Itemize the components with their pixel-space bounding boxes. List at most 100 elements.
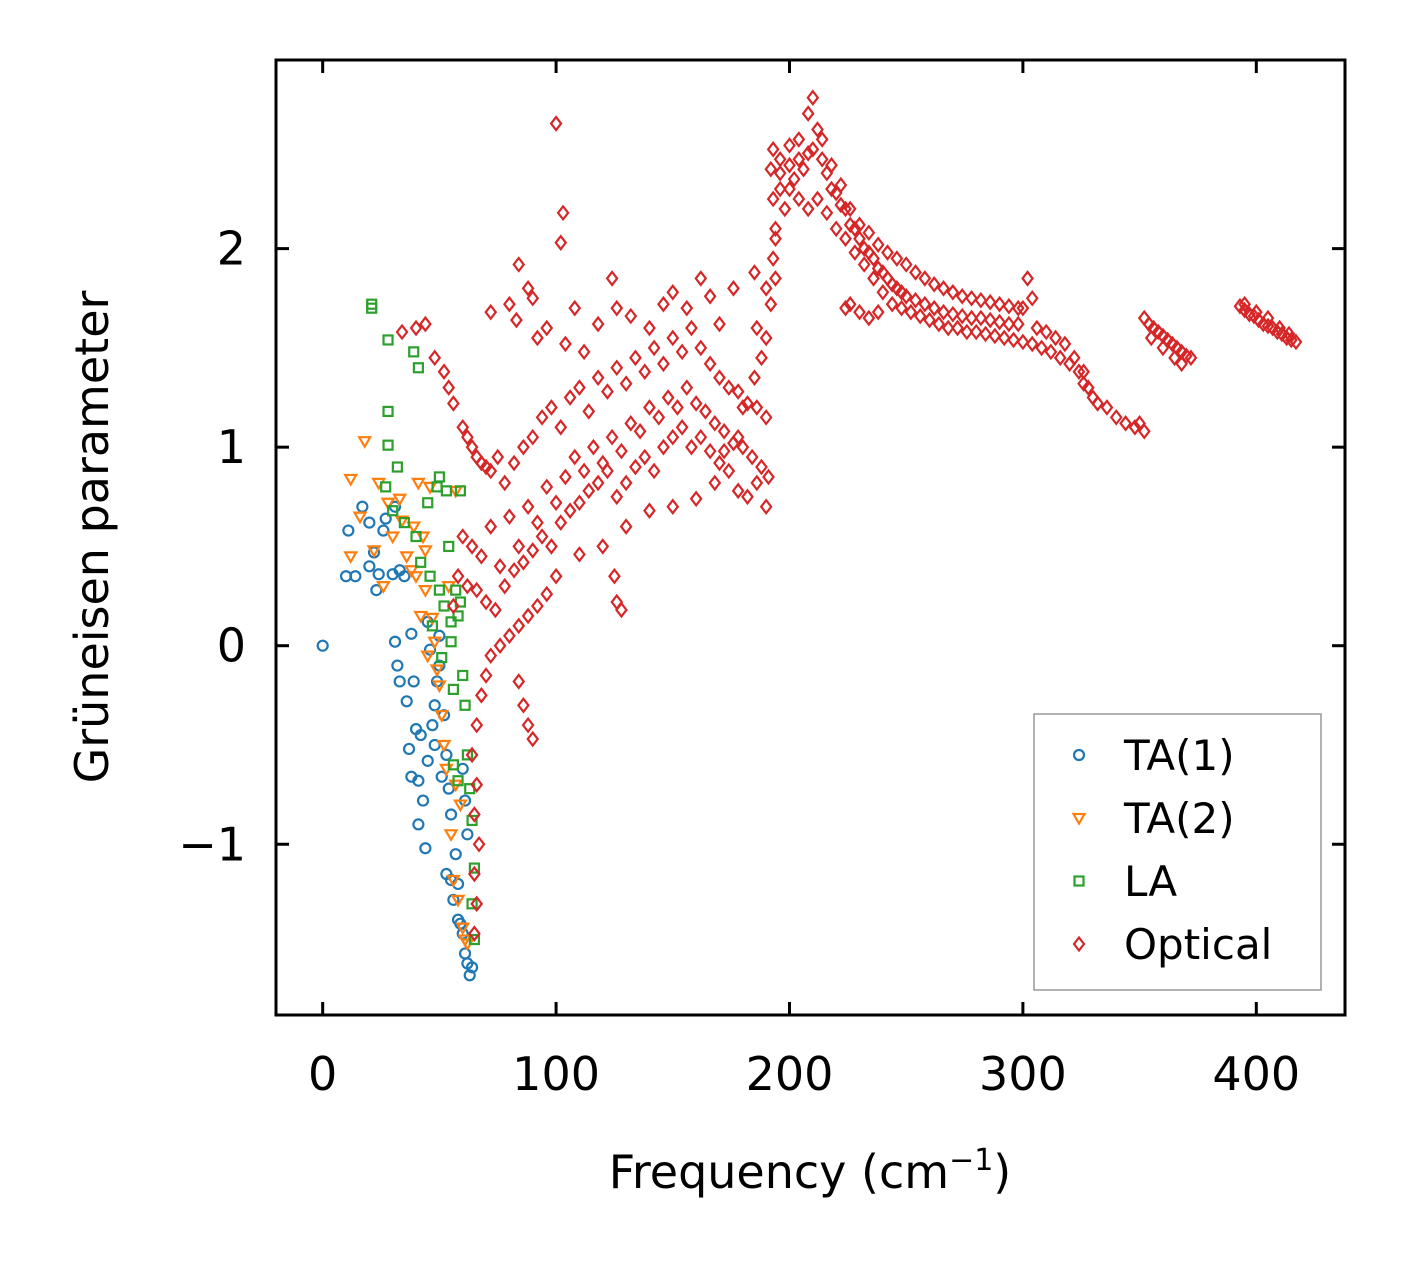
point-optical — [843, 200, 857, 218]
point-optical — [951, 319, 964, 337]
point-optical — [675, 419, 689, 436]
point-optical — [624, 415, 638, 432]
point-optical — [1249, 303, 1263, 321]
point-optical — [484, 462, 498, 480]
point-optical — [1184, 349, 1198, 367]
point-optical — [610, 359, 624, 377]
point-optical — [1289, 333, 1303, 351]
y-tick-label: 1 — [217, 420, 246, 474]
point-ta-1 — [372, 568, 385, 581]
point-la — [450, 584, 462, 596]
point-optical — [955, 287, 969, 305]
point-ta-1 — [393, 675, 406, 688]
point-ta-2 — [452, 799, 468, 813]
x-tick-label: 100 — [512, 1047, 600, 1101]
point-ta-1 — [426, 719, 439, 732]
point-optical — [792, 190, 806, 208]
point-optical — [540, 478, 554, 496]
legend-marker-optical — [1072, 935, 1086, 953]
point-optical — [1025, 335, 1039, 353]
legend-marker-la — [1073, 875, 1085, 887]
point-optical — [573, 494, 586, 512]
point-ta-2 — [445, 874, 461, 888]
point-la — [461, 749, 473, 761]
point-optical — [820, 204, 834, 222]
point-optical — [568, 299, 582, 317]
point-optical — [1058, 335, 1072, 353]
point-optical — [1109, 409, 1123, 426]
point-optical — [694, 339, 708, 357]
point-optical — [461, 428, 474, 446]
point-optical — [881, 244, 894, 261]
point-optical — [736, 438, 750, 456]
point-optical — [694, 428, 708, 446]
point-optical — [521, 716, 535, 734]
point-optical — [517, 696, 530, 714]
point-la — [459, 699, 471, 711]
point-optical — [1137, 422, 1151, 440]
point-optical — [993, 313, 1006, 331]
point-optical — [465, 438, 479, 456]
point-optical — [755, 458, 768, 476]
point-optical — [582, 403, 596, 420]
point-optical — [717, 442, 731, 460]
point-optical — [843, 295, 857, 313]
point-la — [412, 362, 424, 374]
point-optical — [470, 895, 484, 913]
point-optical — [498, 577, 512, 595]
point-optical — [1119, 415, 1132, 432]
point-optical — [619, 375, 633, 392]
point-ta-1 — [444, 808, 458, 821]
point-optical — [418, 315, 432, 333]
point-optical — [573, 379, 586, 396]
point-optical — [1128, 419, 1142, 436]
point-optical — [769, 220, 782, 238]
point-optical — [783, 180, 796, 198]
point-optical — [778, 200, 792, 218]
point-optical — [923, 311, 936, 329]
point-la — [454, 485, 466, 497]
point-optical — [554, 514, 568, 531]
point-ta-1 — [414, 728, 427, 742]
point-optical — [484, 518, 498, 535]
y-axis-title: Grüneisen parameter — [65, 290, 119, 783]
point-optical — [787, 170, 801, 188]
point-optical — [643, 399, 656, 416]
point-optical — [1238, 295, 1252, 313]
point-optical — [811, 121, 824, 138]
point-optical — [983, 293, 997, 311]
point-optical — [960, 323, 974, 341]
point-optical — [447, 395, 460, 412]
point-optical — [713, 315, 726, 333]
point-optical — [442, 379, 456, 396]
x-tick-label: 0 — [308, 1047, 337, 1101]
point-ta-1 — [449, 848, 462, 861]
point-la — [466, 898, 478, 910]
point-optical — [1261, 309, 1275, 327]
point-ta-1 — [416, 794, 430, 807]
point-optical — [759, 498, 773, 516]
point-optical — [783, 156, 796, 174]
point-optical — [1081, 379, 1095, 396]
point-optical — [652, 409, 666, 426]
point-optical — [512, 617, 526, 635]
point-ta-1 — [391, 659, 404, 672]
point-optical — [839, 230, 852, 247]
point-optical — [470, 581, 484, 599]
point-optical — [468, 865, 481, 883]
point-optical — [927, 299, 941, 317]
legend-label-optical: Optical — [1124, 920, 1272, 969]
point-optical — [895, 299, 908, 317]
point-optical — [741, 488, 754, 506]
point-optical — [503, 627, 516, 645]
point-optical — [601, 462, 614, 480]
point-optical — [671, 399, 684, 416]
point-la — [443, 540, 455, 553]
point-optical — [867, 270, 880, 287]
plot-frame — [274, 58, 1347, 1017]
point-optical — [638, 363, 652, 381]
point-optical — [1044, 343, 1058, 361]
point-ta-2 — [429, 664, 445, 678]
point-ta-1 — [440, 748, 453, 762]
point-optical — [475, 687, 488, 704]
